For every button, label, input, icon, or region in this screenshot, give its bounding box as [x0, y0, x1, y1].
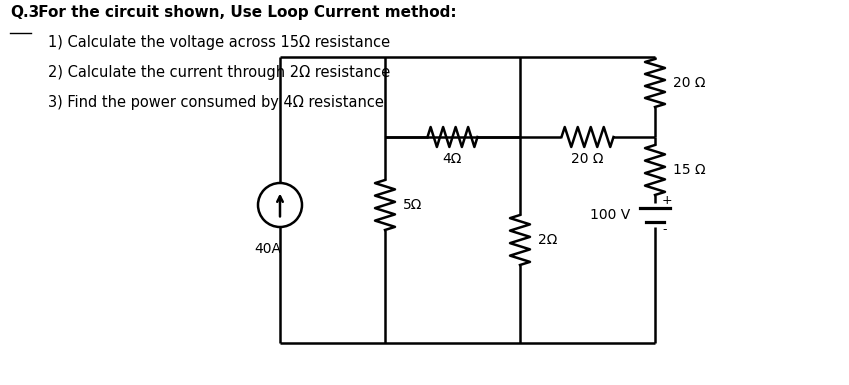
Text: 20 Ω: 20 Ω — [673, 76, 706, 90]
Text: 20 Ω: 20 Ω — [571, 152, 604, 166]
Text: 5Ω: 5Ω — [403, 198, 422, 212]
Text: 15 Ω: 15 Ω — [673, 163, 706, 177]
Text: 2Ω: 2Ω — [538, 233, 558, 247]
Text: -: - — [662, 224, 666, 236]
Text: Q.3: Q.3 — [10, 5, 39, 20]
Text: 2) Calculate the current through 2Ω resistance: 2) Calculate the current through 2Ω resi… — [48, 65, 391, 80]
Text: 100 V: 100 V — [590, 208, 630, 222]
Text: 4Ω: 4Ω — [443, 152, 462, 166]
Text: 40A: 40A — [255, 242, 282, 256]
Text: 1) Calculate the voltage across 15Ω resistance: 1) Calculate the voltage across 15Ω resi… — [48, 35, 391, 50]
Text: For the circuit shown, Use Loop Current method:: For the circuit shown, Use Loop Current … — [33, 5, 457, 20]
Text: 3) Find the power consumed by 4Ω resistance: 3) Find the power consumed by 4Ω resista… — [48, 95, 384, 110]
Text: +: + — [662, 194, 672, 206]
